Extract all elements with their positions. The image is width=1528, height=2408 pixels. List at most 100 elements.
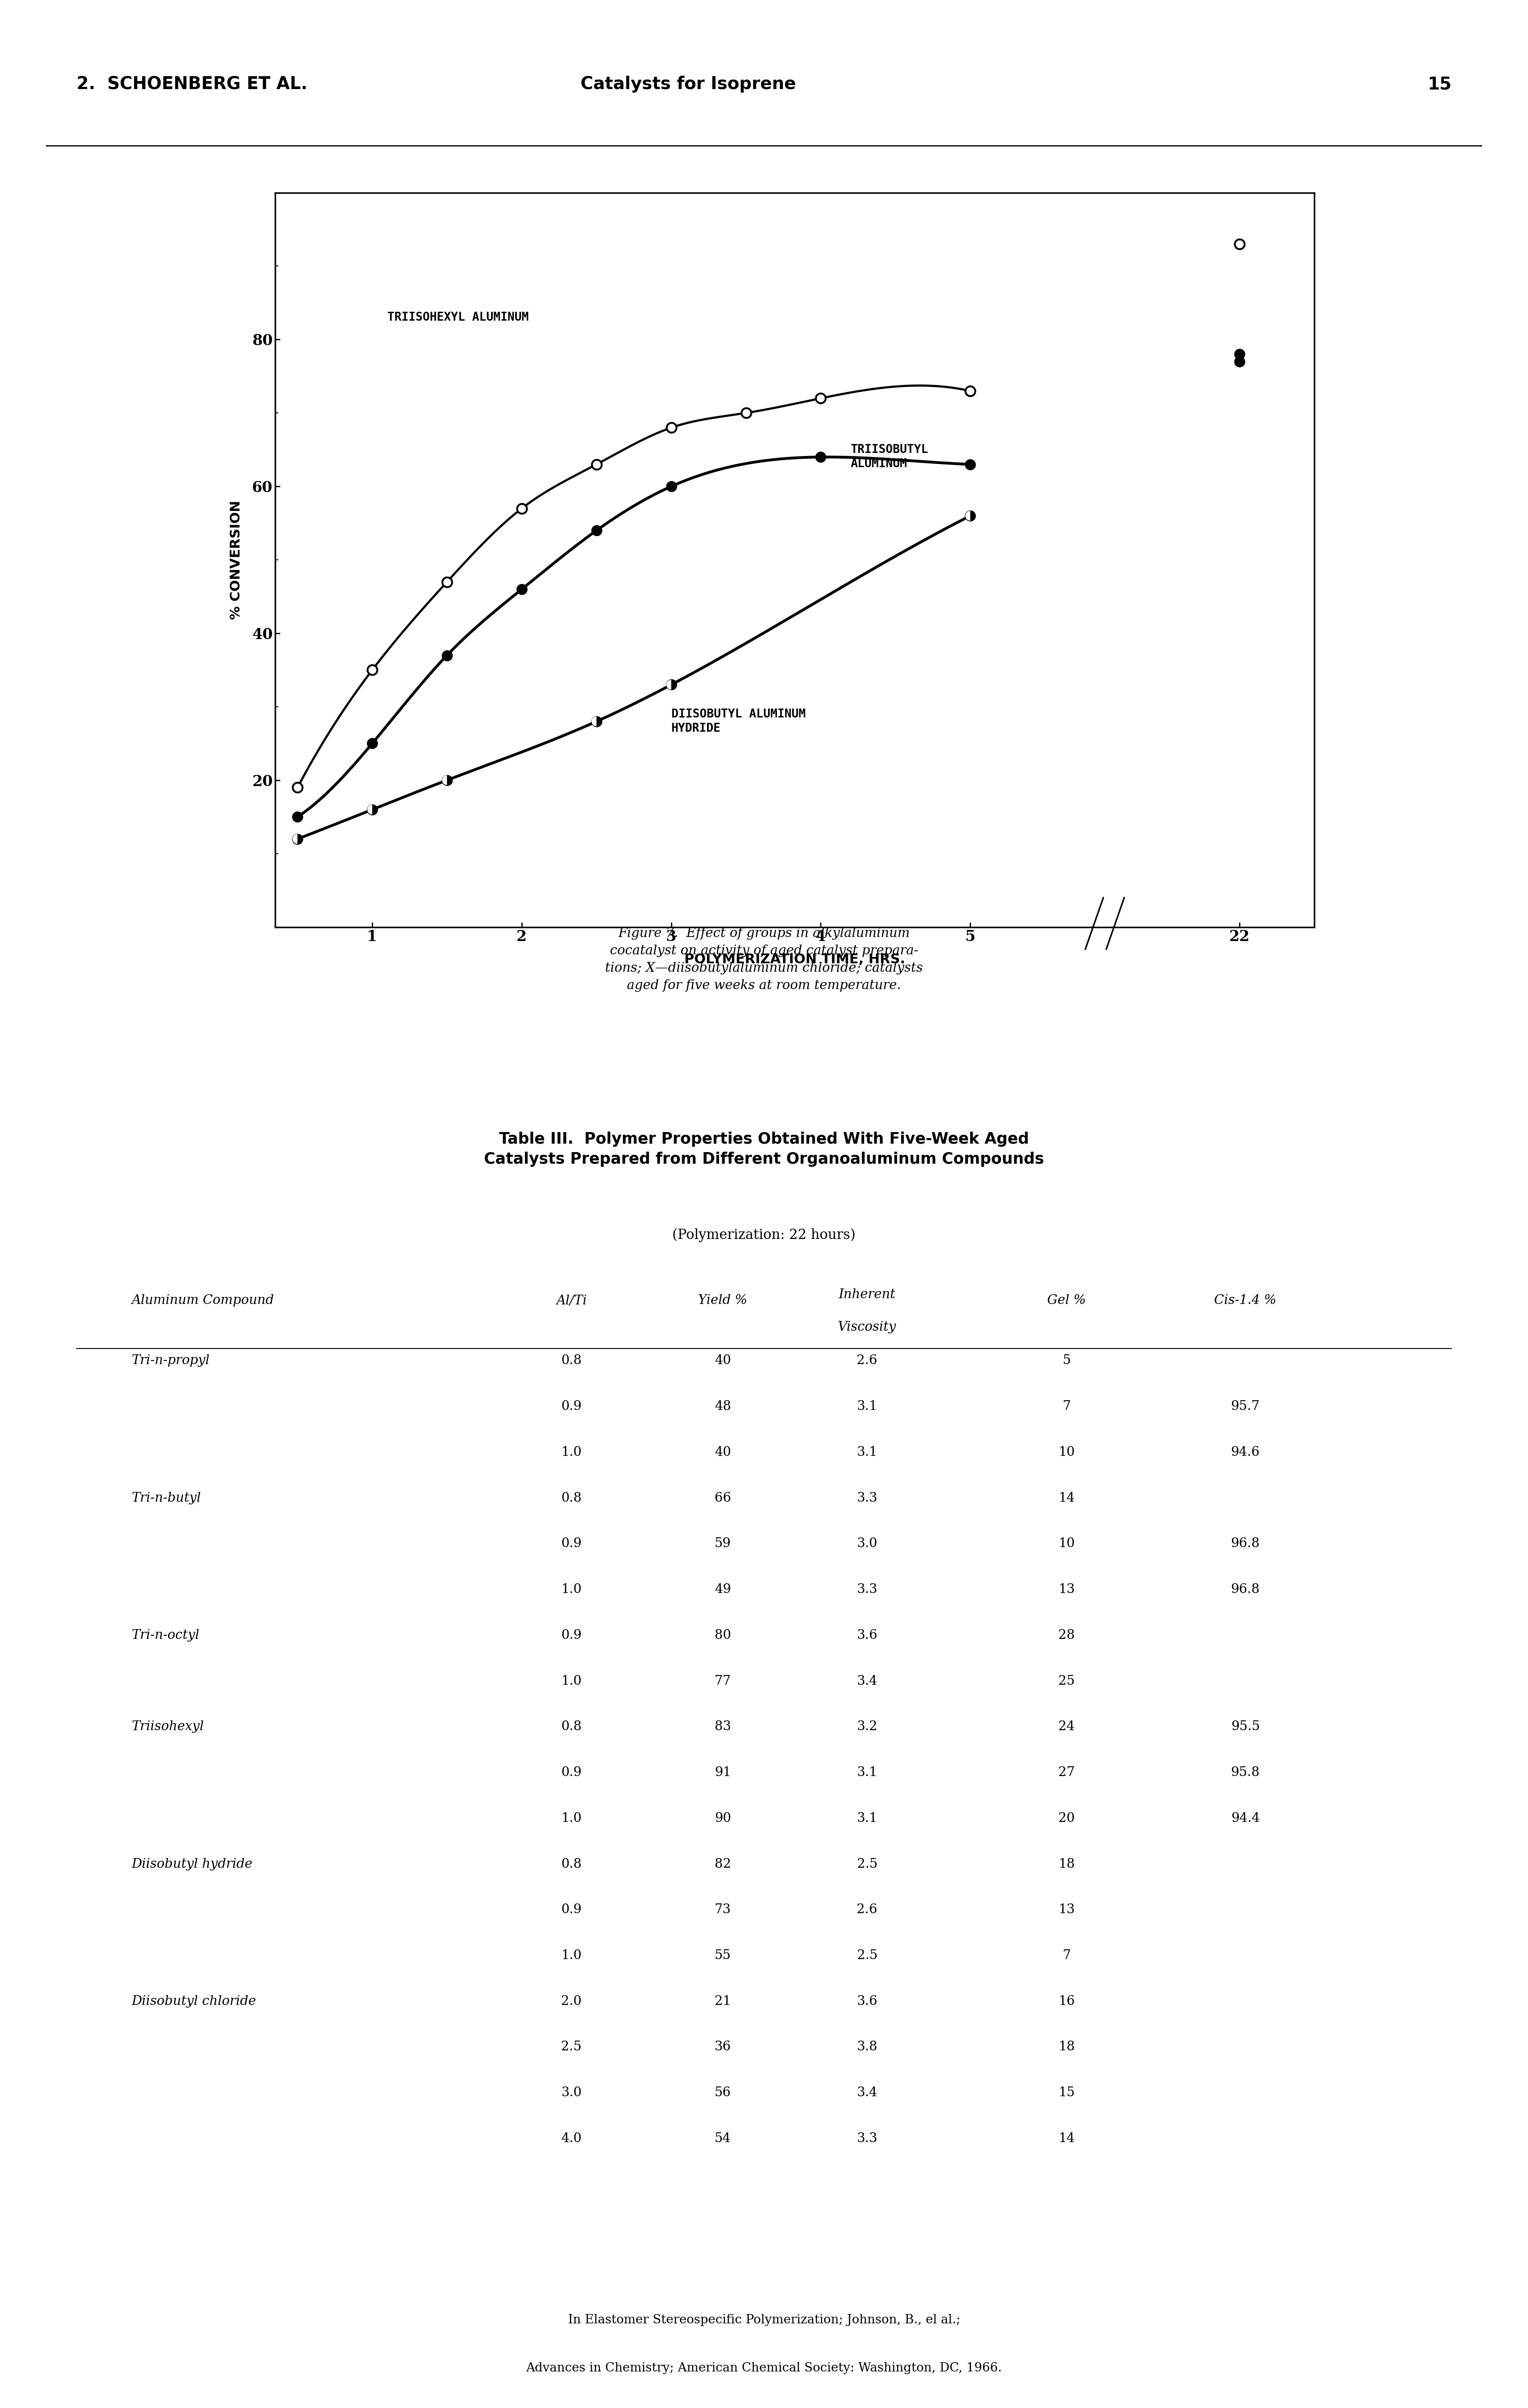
Text: 0.8: 0.8	[561, 1859, 582, 1871]
Text: Cis-1.4 %: Cis-1.4 %	[1215, 1296, 1276, 1308]
Text: 0.9: 0.9	[561, 1399, 582, 1413]
Text: 3.0: 3.0	[857, 1539, 877, 1551]
Text: Table III.  Polymer Properties Obtained With Five-Week Aged
Catalysts Prepared f: Table III. Polymer Properties Obtained W…	[484, 1132, 1044, 1168]
Point	[1227, 342, 1251, 380]
Point	[361, 790, 385, 828]
Point	[286, 768, 310, 807]
Text: 16: 16	[1059, 1994, 1074, 2008]
Text: 3.1: 3.1	[857, 1811, 877, 1825]
Text: Diisobutyl chloride: Diisobutyl chloride	[131, 1994, 257, 2008]
Text: 3.3: 3.3	[857, 1491, 877, 1505]
Text: 1.0: 1.0	[561, 1811, 582, 1825]
Text: 15: 15	[1059, 2085, 1074, 2100]
Text: Al/Ti: Al/Ti	[556, 1296, 587, 1308]
Text: 2.5: 2.5	[561, 2040, 582, 2054]
Text: 94.4: 94.4	[1232, 1811, 1259, 1825]
Text: 0.9: 0.9	[561, 1539, 582, 1551]
Text: Tri-n-propyl: Tri-n-propyl	[131, 1353, 209, 1368]
Text: Figure 7.  Effect of groups in alkylaluminum
cocatalyst on activity of aged cata: Figure 7. Effect of groups in alkylalumi…	[605, 927, 923, 992]
Point	[509, 571, 533, 609]
Text: 18: 18	[1059, 2040, 1074, 2054]
Text: Diisobutyl hydride: Diisobutyl hydride	[131, 1859, 252, 1871]
Text: 21: 21	[715, 1994, 730, 2008]
Text: 0.8: 0.8	[561, 1491, 582, 1505]
Text: Tri-n-butyl: Tri-n-butyl	[131, 1491, 200, 1505]
Text: 14: 14	[1059, 1491, 1074, 1505]
Text: 77: 77	[715, 1676, 730, 1688]
Text: Gel %: Gel %	[1047, 1296, 1086, 1308]
Point	[435, 761, 460, 799]
Text: 10: 10	[1059, 1539, 1074, 1551]
Text: 2.6: 2.6	[857, 1353, 877, 1368]
Text: 3.1: 3.1	[857, 1765, 877, 1780]
Text: Advances in Chemistry; American Chemical Society: Washington, DC, 1966.: Advances in Chemistry; American Chemical…	[526, 2362, 1002, 2374]
Text: 80: 80	[715, 1628, 730, 1642]
Point	[584, 510, 608, 549]
Text: Aluminum Compound: Aluminum Compound	[131, 1296, 274, 1308]
Text: Yield %: Yield %	[698, 1296, 747, 1308]
Point	[659, 665, 683, 703]
Text: 1.0: 1.0	[561, 1584, 582, 1597]
Text: 7: 7	[1062, 1950, 1071, 1963]
Text: TRIISOBUTYL
ALUMINUM: TRIISOBUTYL ALUMINUM	[851, 443, 929, 470]
Text: 0.9: 0.9	[561, 1628, 582, 1642]
Point	[958, 445, 983, 484]
Point	[659, 665, 683, 703]
Text: 28: 28	[1059, 1628, 1074, 1642]
Text: 49: 49	[715, 1584, 730, 1597]
Point	[361, 725, 385, 763]
Point	[286, 819, 310, 857]
Text: 82: 82	[715, 1859, 730, 1871]
Text: In Elastomer Stereospecific Polymerization; Johnson, B., el al.;: In Elastomer Stereospecific Polymerizati…	[568, 2314, 960, 2326]
Point	[958, 496, 983, 535]
Text: 83: 83	[715, 1719, 730, 1734]
Point	[435, 563, 460, 602]
Text: 0.9: 0.9	[561, 1765, 582, 1780]
Text: 54: 54	[715, 2133, 730, 2146]
Point	[958, 371, 983, 409]
Text: 40: 40	[715, 1445, 730, 1459]
Text: 96.8: 96.8	[1232, 1584, 1259, 1597]
Point	[361, 790, 385, 828]
Text: 3.6: 3.6	[857, 1994, 877, 2008]
Text: 13: 13	[1059, 1902, 1074, 1917]
Y-axis label: % CONVERSION: % CONVERSION	[229, 501, 243, 619]
Text: 5: 5	[1062, 1353, 1071, 1368]
Point	[584, 445, 608, 484]
Text: 0.8: 0.8	[561, 1719, 582, 1734]
Text: 73: 73	[715, 1902, 730, 1917]
Text: 10: 10	[1059, 1445, 1074, 1459]
Text: 14: 14	[1059, 2133, 1074, 2146]
Text: 1.0: 1.0	[561, 1950, 582, 1963]
Text: (Polymerization: 22 hours): (Polymerization: 22 hours)	[672, 1228, 856, 1243]
Text: 91: 91	[715, 1765, 730, 1780]
Text: 95.5: 95.5	[1232, 1719, 1259, 1734]
Text: 2.0: 2.0	[561, 1994, 582, 2008]
Text: 18: 18	[1059, 1859, 1074, 1871]
Text: 0.9: 0.9	[561, 1902, 582, 1917]
Point	[435, 761, 460, 799]
Text: 55: 55	[715, 1950, 730, 1963]
Text: 20: 20	[1059, 1811, 1074, 1825]
Text: Catalysts for Isoprene: Catalysts for Isoprene	[581, 75, 796, 94]
Text: 2.  SCHOENBERG ET AL.: 2. SCHOENBERG ET AL.	[76, 75, 307, 94]
Text: 56: 56	[715, 2085, 730, 2100]
Point	[286, 819, 310, 857]
Text: 3.4: 3.4	[857, 2085, 877, 2100]
Text: 95.7: 95.7	[1232, 1399, 1259, 1413]
Point	[659, 409, 683, 448]
Text: 3.3: 3.3	[857, 1584, 877, 1597]
Point	[435, 636, 460, 674]
Point	[733, 395, 758, 433]
Text: 13: 13	[1059, 1584, 1074, 1597]
Text: 59: 59	[715, 1539, 730, 1551]
Text: 1.0: 1.0	[561, 1676, 582, 1688]
Point	[808, 438, 833, 477]
Point	[584, 703, 608, 742]
Text: 40: 40	[715, 1353, 730, 1368]
Text: 24: 24	[1059, 1719, 1074, 1734]
Text: 2.5: 2.5	[857, 1859, 877, 1871]
Point	[361, 650, 385, 689]
Text: Triisohexyl: Triisohexyl	[131, 1719, 203, 1734]
Text: 2.6: 2.6	[857, 1902, 877, 1917]
